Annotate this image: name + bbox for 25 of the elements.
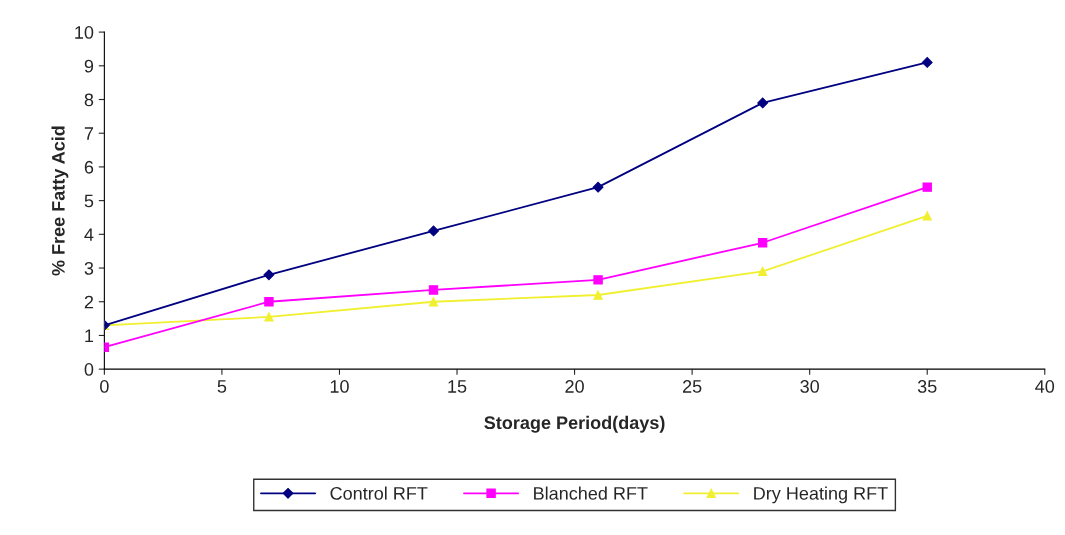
y-tick-label: 4: [84, 228, 94, 241]
x-tick-label: 5: [217, 380, 227, 393]
y-tick-label: 8: [84, 93, 94, 107]
legend-label: Blanched RFT: [534, 486, 648, 500]
x-tick-label: 30: [800, 380, 819, 393]
legend-label: Dry Heating RFT: [754, 486, 888, 504]
x-axis-title: Storage Period(days): [484, 415, 665, 433]
y-tick-label: 3: [84, 261, 94, 275]
x-tick-label: 0: [100, 380, 109, 393]
y-axis-title: % Free Fatty Acid: [51, 126, 69, 276]
y-tick-label: 7: [84, 127, 94, 140]
y-tick-label: 10: [75, 26, 94, 39]
x-tick-label: 25: [682, 380, 702, 393]
y-tick-label: 1: [85, 329, 94, 342]
x-tick-label: 35: [917, 380, 937, 393]
y-tick-label: 6: [84, 160, 94, 174]
x-tick-label: 40: [1035, 380, 1055, 393]
y-tick-label: 2: [84, 295, 94, 309]
x-tick-label: 20: [565, 380, 584, 393]
x-tick-label: 10: [330, 380, 349, 393]
y-tick-label: 9: [84, 59, 94, 73]
legend-label: Control RFT: [330, 486, 428, 500]
x-tick-label: 15: [448, 380, 467, 393]
y-tick-label: 5: [84, 194, 94, 208]
y-tick-label: 0: [84, 363, 94, 376]
